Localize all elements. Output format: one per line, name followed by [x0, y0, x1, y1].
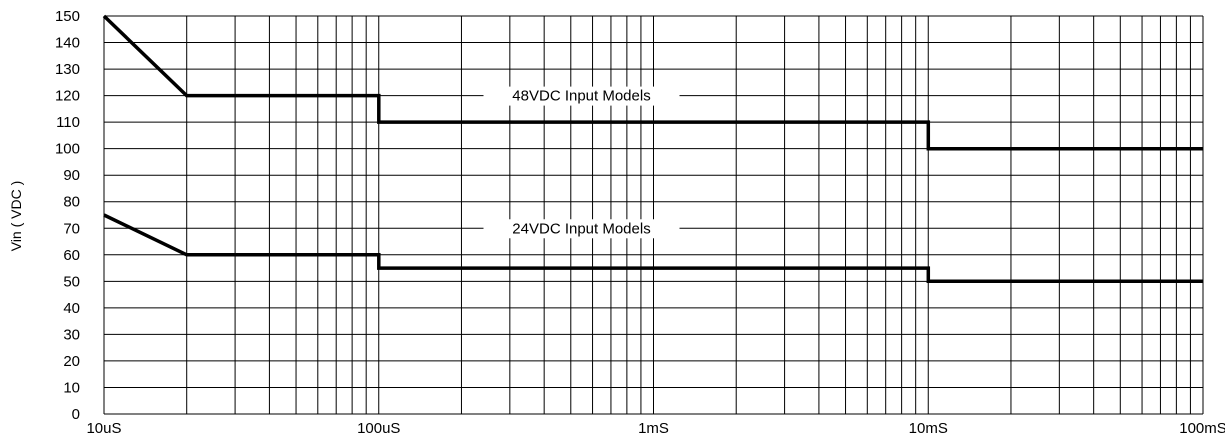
y-tick-labels: 0 10 20 30 40 50 60 70 80 90 100 110 120 130 140 150: [55, 8, 80, 423]
y-tick-label: 150: [55, 8, 80, 25]
series-line: [103, 213, 1203, 284]
y-tick-label: 140: [55, 35, 80, 52]
series-label: 24VDC Input Models: [512, 220, 650, 237]
series-label-background: [483, 219, 680, 239]
y-tick-label: 80: [63, 194, 80, 211]
series-label-background: [483, 86, 680, 106]
y-tick-label: 50: [63, 273, 80, 290]
y-tick-label: 130: [55, 61, 80, 78]
y-tick-label: 20: [63, 353, 80, 370]
y-axis-title: Vin ( VDC ): [8, 181, 24, 252]
y-tick-label: 0: [72, 406, 80, 423]
y-tick-label: 70: [63, 220, 80, 237]
x-tick-label: 1mS: [638, 420, 669, 437]
x-tick-label: 10mS: [909, 420, 948, 437]
y-tick-label: 10: [63, 379, 80, 396]
y-tick-label: 90: [63, 167, 80, 184]
x-tick-labels: 10uS 100uS 1mS 10mS 100mS: [86, 420, 1225, 437]
y-tick-label: 100: [55, 141, 80, 158]
y-tick-label: 40: [63, 300, 80, 317]
x-tick-label: 10uS: [86, 420, 121, 437]
x-tick-label: 100mS: [1179, 420, 1225, 437]
series-label: 48VDC Input Models: [512, 88, 650, 105]
y-tick-label: 110: [56, 114, 80, 131]
series-line: [102, 14, 1203, 151]
series-lines: [102, 14, 1203, 284]
grid: [103, 15, 1204, 415]
y-tick-label: 30: [63, 326, 80, 343]
x-tick-label: 100uS: [357, 420, 400, 437]
series-labels: 48VDC Input Models 24VDC Input Models: [483, 86, 680, 239]
y-tick-label: 120: [55, 88, 80, 105]
y-tick-label: 60: [63, 247, 80, 264]
